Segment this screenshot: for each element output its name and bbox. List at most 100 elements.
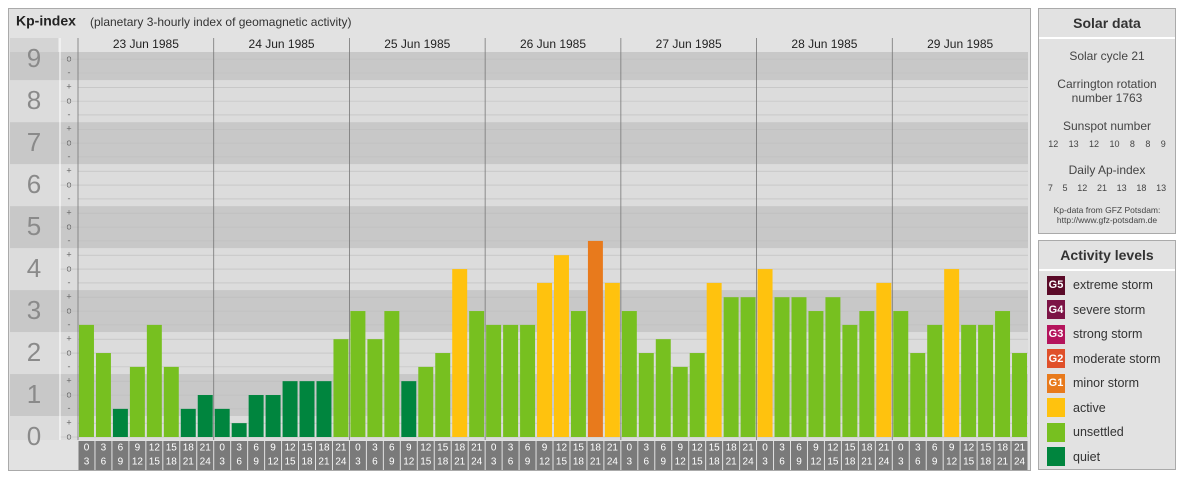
bar — [129, 366, 145, 437]
x-tick-label: 9 — [525, 457, 531, 468]
x-tick-label: 18 — [997, 443, 1009, 454]
x-tick-label: 18 — [183, 443, 195, 454]
minor-tick-label: + — [66, 292, 71, 302]
x-tick-label: 0 — [84, 443, 90, 454]
x-tick-label: 12 — [268, 457, 280, 468]
chart-subtitle: (planetary 3-hourly index of geomagnetic… — [90, 15, 351, 29]
bar — [706, 282, 722, 437]
bar — [723, 297, 739, 437]
x-tick-label: 6 — [101, 457, 107, 468]
bar — [961, 324, 977, 437]
x-tick-label: 15 — [963, 457, 975, 468]
x-tick-label: 3 — [491, 457, 497, 468]
minor-tick-label: o — [66, 263, 71, 273]
x-tick-label: 3 — [898, 457, 904, 468]
bar — [638, 353, 654, 437]
x-tick-label: 9 — [118, 457, 124, 468]
x-tick-label: 3 — [915, 443, 921, 454]
bar — [791, 297, 807, 437]
carrington: Carrington rotation number 1763 — [1057, 77, 1157, 105]
x-tick-label: 12 — [403, 457, 415, 468]
x-tick-label: 9 — [813, 443, 819, 454]
bar — [231, 423, 247, 437]
x-label-cell — [621, 441, 638, 470]
bar — [214, 408, 230, 437]
bar — [978, 324, 994, 437]
x-tick-label: 0 — [898, 443, 904, 454]
legend-swatch — [1047, 447, 1065, 466]
x-label-cell — [858, 441, 875, 470]
x-tick-label: 21 — [318, 457, 330, 468]
x-tick-label: 9 — [389, 457, 395, 468]
legend-item: G2 moderate storm — [1047, 349, 1161, 369]
y-tick-label: 5 — [27, 211, 41, 241]
x-label-cell — [638, 441, 655, 470]
x-label-cell — [332, 441, 349, 470]
x-tick-label: 3 — [355, 457, 361, 468]
legend: Activity levels G5 extreme storm G4 severe … — [1038, 240, 1176, 470]
x-tick-label: 21 — [997, 457, 1009, 468]
x-tick-label: 18 — [590, 443, 602, 454]
x-label-cell — [112, 441, 129, 470]
x-label-cell — [824, 441, 841, 470]
legend-item: G3 strong storm — [1047, 324, 1142, 344]
x-label-cell — [587, 441, 604, 470]
x-tick-label: 6 — [372, 457, 378, 468]
x-tick-label: 21 — [200, 443, 212, 454]
bar — [842, 324, 858, 437]
bar — [672, 366, 688, 437]
x-tick-label: 21 — [726, 457, 738, 468]
x-label-cell — [468, 441, 485, 470]
x-label-cell — [214, 441, 231, 470]
date-label: 24 Jun 1985 — [249, 37, 315, 51]
x-tick-label: 12 — [132, 457, 144, 468]
x-tick-label: 0 — [762, 443, 768, 454]
x-label-cell — [553, 441, 570, 470]
x-tick-label: 15 — [573, 443, 585, 454]
bar — [689, 353, 705, 437]
x-tick-label: 9 — [135, 443, 141, 454]
x-tick-label: 12 — [284, 443, 296, 454]
x-label-cell — [875, 441, 892, 470]
x-tick-label: 12 — [946, 457, 958, 468]
bar — [418, 366, 434, 437]
x-label-cell — [163, 441, 180, 470]
y-tick-label: 8 — [27, 85, 41, 115]
x-label-cell — [672, 441, 689, 470]
x-label-cell — [1011, 441, 1028, 470]
x-tick-label: 24 — [200, 457, 212, 468]
bar — [503, 324, 519, 437]
x-tick-label: 12 — [827, 443, 839, 454]
ap-value: 12 — [1077, 183, 1088, 193]
x-tick-label: 12 — [420, 443, 432, 454]
minor-tick-label: + — [66, 82, 71, 92]
x-tick-label: 6 — [236, 457, 242, 468]
minor-tick-label: o — [66, 95, 71, 105]
x-tick-label: 0 — [355, 443, 361, 454]
x-tick-label: 15 — [692, 457, 704, 468]
bar — [79, 324, 94, 437]
legend-swatch: G5 — [1047, 275, 1065, 295]
bar — [333, 339, 349, 437]
x-tick-label: 6 — [932, 443, 938, 454]
bar — [248, 395, 264, 437]
x-tick-label: 6 — [915, 457, 921, 468]
x-tick-label: 24 — [743, 457, 755, 468]
y-tick-label: 4 — [27, 253, 41, 283]
legend-swatch — [1047, 398, 1065, 417]
x-tick-label: 9 — [949, 443, 955, 454]
x-tick-label: 6 — [779, 457, 785, 468]
bar — [384, 311, 400, 437]
legend-swatch: G4 — [1047, 300, 1065, 319]
date-label: 27 Jun 1985 — [656, 37, 722, 51]
minor-tick-label: o — [66, 179, 71, 189]
x-label-cell — [316, 441, 332, 470]
x-tick-label: 3 — [236, 443, 242, 454]
x-label-cell — [197, 441, 214, 470]
legend-label: quiet — [1073, 449, 1101, 464]
x-label-cell — [248, 441, 265, 470]
x-label-cell — [841, 441, 858, 470]
ap-value: 18 — [1136, 183, 1147, 193]
sunspot-value: 9 — [1160, 139, 1166, 149]
